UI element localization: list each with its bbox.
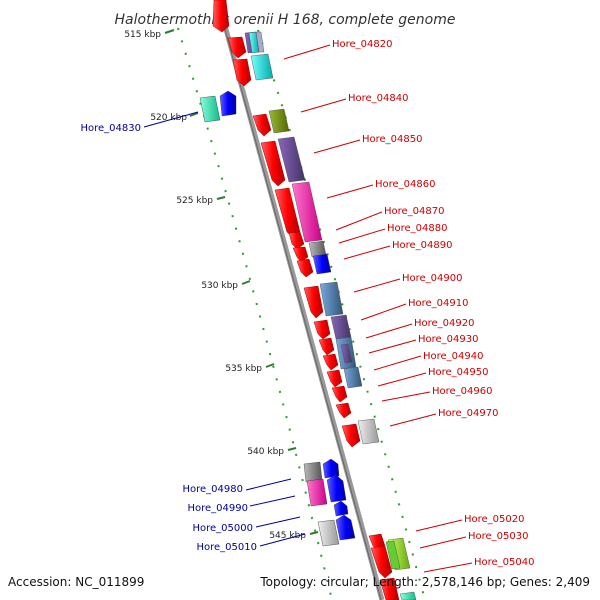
- gene-arrow[interactable]: [326, 369, 343, 388]
- right-gene-labels: Hore_04820 Hore_04840 Hore_04850 Hore_04…: [332, 39, 535, 568]
- gene-label[interactable]: Hore_04960: [432, 386, 493, 397]
- gene-label[interactable]: Hore_04920: [414, 318, 475, 329]
- gene-arrow[interactable]: [326, 474, 347, 503]
- left-leaders: [143, 111, 306, 547]
- left-gene-labels: Hore_04830 Hore_04980 Hore_04990 Hore_05…: [81, 123, 258, 553]
- kbp-label: 545 kbp: [269, 531, 306, 541]
- gene-arrow[interactable]: [379, 577, 400, 600]
- gene-label[interactable]: Hore_04930: [418, 334, 479, 345]
- gene-label[interactable]: Hore_04860: [375, 179, 436, 190]
- gene-arrow[interactable]: [313, 319, 331, 340]
- gene-arrow[interactable]: [296, 258, 314, 278]
- genome-backbone: [215, 0, 385, 600]
- gene-label[interactable]: Hore_04880: [387, 223, 448, 234]
- gene-label[interactable]: Hore_04840: [348, 93, 409, 104]
- kbp-label: 525 kbp: [176, 196, 213, 206]
- gene-arrow[interactable]: [335, 514, 356, 541]
- gene-arrow[interactable]: [219, 90, 237, 117]
- gene-arrow[interactable]: [212, 0, 230, 33]
- gene-label[interactable]: Hore_04820: [332, 39, 393, 50]
- accession-text: Accession: NC_011899: [8, 575, 144, 589]
- reverse-genes: [199, 90, 356, 547]
- gene-arrow[interactable]: [303, 285, 324, 319]
- gene-arrow[interactable]: [232, 58, 252, 87]
- kbp-label: 520 kbp: [150, 113, 187, 123]
- kbp-label: 540 kbp: [247, 447, 284, 457]
- gene-label[interactable]: Hore_04850: [362, 134, 423, 145]
- gene-label[interactable]: Hore_04890: [392, 240, 453, 251]
- gene-arrow[interactable]: [341, 423, 361, 448]
- kbp-label: 515 kbp: [124, 30, 161, 40]
- gene-label[interactable]: Hore_04990: [188, 503, 249, 514]
- right-leaders: [283, 44, 473, 573]
- inner-ruler-track: [257, 29, 426, 600]
- outer-ruler-track: [177, 27, 333, 600]
- kbp-label: 530 kbp: [201, 281, 238, 291]
- gene-arrow[interactable]: [370, 545, 393, 579]
- gene-label[interactable]: Hore_04870: [384, 206, 445, 217]
- map-title: Halothermothrix orenii H 168, complete g…: [115, 12, 456, 28]
- gene-label[interactable]: Hore_05030: [468, 531, 529, 542]
- gene-arrow[interactable]: [322, 458, 340, 479]
- gene-arrow[interactable]: [318, 337, 335, 356]
- kbp-ticks: [164, 29, 319, 535]
- gene-arrow[interactable]: [333, 500, 349, 517]
- feature-blocks: [244, 31, 417, 600]
- genome-summary-text: Topology: circular; Length: 2,578,146 bp…: [259, 575, 590, 589]
- gene-label[interactable]: Hore_04970: [438, 408, 499, 419]
- gene-arrow[interactable]: [335, 402, 352, 419]
- gene-arrow[interactable]: [252, 113, 272, 137]
- gene-arrow[interactable]: [260, 140, 286, 187]
- gene-label[interactable]: Hore_04950: [428, 367, 489, 378]
- gene-arrow[interactable]: [322, 353, 339, 371]
- forward-genes: [212, 0, 400, 600]
- gene-arrow[interactable]: [331, 385, 348, 403]
- gene-label[interactable]: Hore_04900: [402, 273, 463, 284]
- kbp-label: 535 kbp: [225, 364, 262, 374]
- gene-label[interactable]: Hore_05010: [197, 542, 258, 553]
- gene-arrow[interactable]: [288, 231, 305, 250]
- gene-label[interactable]: Hore_04830: [81, 123, 142, 134]
- gene-label[interactable]: Hore_04980: [183, 484, 244, 495]
- gene-label[interactable]: Hore_04940: [423, 351, 484, 362]
- kbp-labels: 515 kbp 520 kbp 525 kbp 530 kbp 535 kbp …: [124, 30, 306, 541]
- gene-label[interactable]: Hore_04910: [408, 298, 469, 309]
- gene-label[interactable]: Hore_05000: [193, 523, 254, 534]
- gene-arrow[interactable]: [227, 36, 247, 59]
- gene-label[interactable]: Hore_05020: [464, 514, 525, 525]
- gene-label[interactable]: Hore_05040: [474, 557, 535, 568]
